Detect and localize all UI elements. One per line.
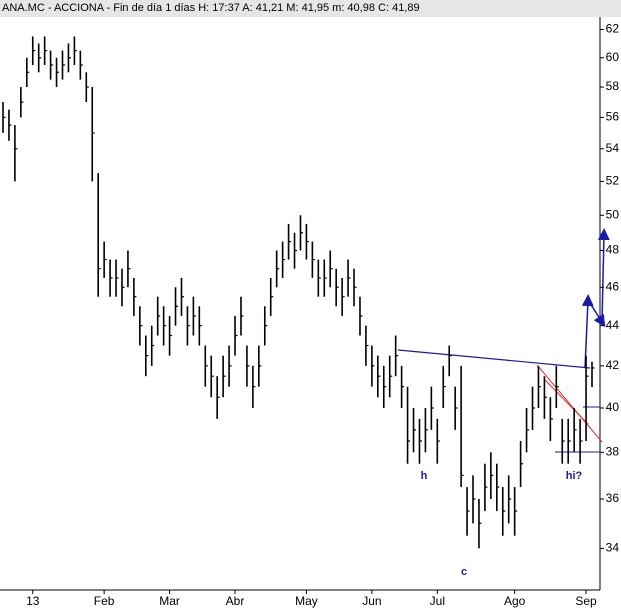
y-tick-label: 42 <box>606 358 620 372</box>
target-arrow <box>587 299 606 328</box>
y-tick-label: 60 <box>606 50 620 64</box>
x-tick-label: Mar <box>159 594 180 608</box>
header-bar <box>0 0 621 17</box>
y-tick-label: 36 <box>606 491 620 505</box>
y-tick-label: 56 <box>606 110 620 124</box>
target-arrow <box>597 228 610 323</box>
x-tick-label: Jul <box>430 594 445 608</box>
x-tick-label: Ago <box>504 594 526 608</box>
annotation: h <box>421 470 428 482</box>
y-tick-label: 50 <box>606 207 620 221</box>
x-tick-label: May <box>295 594 318 608</box>
annotation: c <box>461 566 467 578</box>
y-tick-label: 54 <box>606 141 620 155</box>
x-tick-label: 13 <box>26 594 40 608</box>
x-tick-label: Jun <box>362 594 381 608</box>
x-tick-label: Feb <box>94 594 115 608</box>
trend-line <box>536 364 603 443</box>
annotation: hi? <box>566 470 583 482</box>
y-tick-label: 44 <box>606 318 620 332</box>
y-tick-label: 38 <box>606 444 620 458</box>
y-tick-label: 34 <box>606 541 620 555</box>
trend-line <box>544 379 589 425</box>
x-tick-label: Sep <box>575 594 597 608</box>
x-tick-label: Abr <box>226 594 245 608</box>
y-tick-label: 48 <box>606 243 620 257</box>
y-tick-label: 46 <box>606 279 620 293</box>
y-tick-label: 52 <box>606 174 620 188</box>
y-tick-label: 58 <box>606 79 620 93</box>
y-tick-label: 40 <box>606 400 620 414</box>
chart-title: ANA.MC - ACCIONA - Fin de día 1 días H: … <box>2 2 420 14</box>
y-tick-label: 62 <box>606 22 620 36</box>
neckline <box>397 349 591 369</box>
